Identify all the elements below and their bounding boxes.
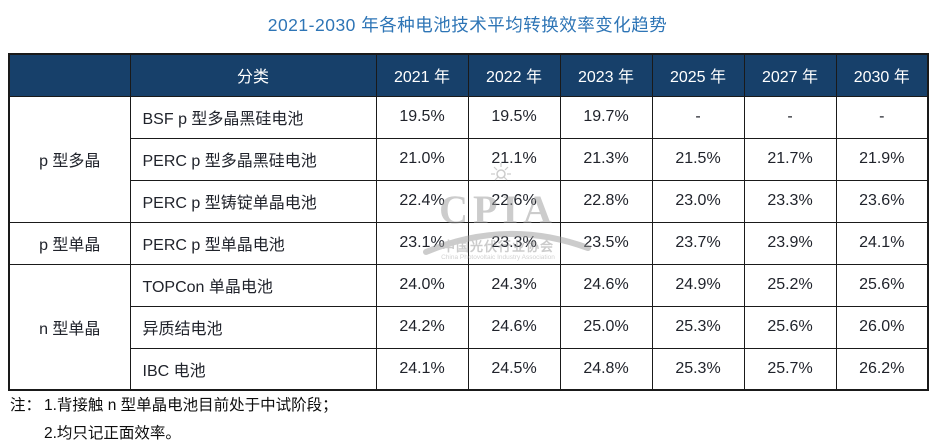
cell-value: 21.7%	[743, 137, 837, 181]
battery-name: TOPCon 单晶电池	[129, 263, 377, 307]
cell-value: 23.0%	[651, 179, 745, 223]
cell-value: 24.9%	[651, 263, 745, 307]
cell-value: 19.7%	[559, 95, 653, 139]
group-label-p-multi: p 型多晶	[8, 95, 131, 223]
table-row: IBC 电池 24.1% 24.5% 24.8% 25.3% 25.7% 26.…	[9, 347, 929, 391]
cell-value: 21.3%	[559, 137, 653, 181]
cell-value: 24.6%	[559, 263, 653, 307]
header-year-2021: 2021 年	[375, 53, 469, 97]
table-row: 异质结电池 24.2% 24.6% 25.0% 25.3% 25.6% 26.0…	[9, 305, 929, 349]
battery-name: BSF p 型多晶黑硅电池	[129, 95, 377, 139]
cell-value: 23.6%	[835, 179, 929, 223]
page-title: 2021-2030 年各种电池技术平均转换效率变化趋势	[267, 15, 668, 35]
battery-name: PERC p 型多晶黑硅电池	[129, 137, 377, 181]
cell-value: 24.5%	[467, 347, 561, 391]
cell-value: 19.5%	[467, 95, 561, 139]
cell-value: 25.3%	[651, 347, 745, 391]
group-label-n-mono: n 型单晶	[8, 263, 131, 391]
cell-value: 22.4%	[375, 179, 469, 223]
cell-value: 25.3%	[651, 305, 745, 349]
battery-name: 异质结电池	[129, 305, 377, 349]
cell-value: 25.0%	[559, 305, 653, 349]
cell-value: 23.3%	[467, 221, 561, 265]
cell-value: -	[835, 95, 929, 139]
cell-value: 24.2%	[375, 305, 469, 349]
cell-value: 25.6%	[743, 305, 837, 349]
cell-value: 21.5%	[651, 137, 745, 181]
note-line-2: 2.均只记正面效率。	[44, 425, 181, 442]
header-year-2027: 2027 年	[743, 53, 837, 97]
cell-value: 26.2%	[835, 347, 929, 391]
cell-value: 25.6%	[835, 263, 929, 307]
cell-value: 19.5%	[375, 95, 469, 139]
cell-value: 22.8%	[559, 179, 653, 223]
header-year-2025: 2025 年	[651, 53, 745, 97]
cell-value: 24.6%	[467, 305, 561, 349]
cell-value: -	[743, 95, 837, 139]
cell-value: 25.7%	[743, 347, 837, 391]
table-row: p 型单晶 PERC p 型单晶电池 23.1% 23.3% 23.5% 23.…	[8, 221, 929, 265]
table-row: p 型多晶 BSF p 型多晶黑硅电池 19.5% 19.5% 19.7% - …	[8, 95, 929, 223]
cell-value: 26.0%	[835, 305, 929, 349]
header-year-2023: 2023 年	[559, 53, 653, 97]
note-prefix: 注：	[10, 397, 42, 414]
battery-name: PERC p 型铸锭单晶电池	[129, 179, 377, 223]
header-category-cell: 分类	[129, 53, 377, 97]
table-row: n 型单晶 TOPCon 单晶电池 24.0% 24.3% 24.6% 24.9…	[8, 263, 929, 391]
battery-name: PERC p 型单晶电池	[129, 221, 377, 265]
cell-value: 23.5%	[559, 221, 653, 265]
cell-value: 24.8%	[559, 347, 653, 391]
cell-value: 23.1%	[375, 221, 469, 265]
cell-value: 23.9%	[743, 221, 837, 265]
note-line-1: 1.背接触 n 型单晶电池目前处于中试阶段；	[44, 397, 338, 414]
header-year-2030: 2030 年	[835, 53, 929, 97]
cell-value: 23.7%	[651, 221, 745, 265]
cell-value: -	[651, 95, 745, 139]
efficiency-table: 分类 2021 年 2022 年 2023 年 2025 年 2027 年 20…	[8, 53, 929, 391]
table-row: PERC p 型铸锭单晶电池 22.4% 22.6% 22.8% 23.0% 2…	[9, 179, 929, 223]
header-year-2022: 2022 年	[467, 53, 561, 97]
cell-value: 21.9%	[835, 137, 929, 181]
table-row: PERC p 型多晶黑硅电池 21.0% 21.1% 21.3% 21.5% 2…	[9, 137, 929, 181]
footnotes: 注： 1.背接触 n 型单晶电池目前处于中试阶段； 2.均只记正面效率。	[10, 392, 338, 448]
cell-value: 21.1%	[467, 137, 561, 181]
cell-value: 22.6%	[467, 179, 561, 223]
cell-value: 24.1%	[835, 221, 929, 265]
cell-value: 24.0%	[375, 263, 469, 307]
cell-value: 24.3%	[467, 263, 561, 307]
battery-name: IBC 电池	[129, 347, 377, 391]
cell-value: 24.1%	[375, 347, 469, 391]
cell-value: 25.2%	[743, 263, 837, 307]
header-row: 分类 2021 年 2022 年 2023 年 2025 年 2027 年 20…	[8, 53, 929, 97]
cell-value: 23.3%	[743, 179, 837, 223]
group-label-p-mono: p 型单晶	[8, 221, 131, 265]
cell-value: 21.0%	[375, 137, 469, 181]
header-corner-cell	[8, 53, 131, 97]
